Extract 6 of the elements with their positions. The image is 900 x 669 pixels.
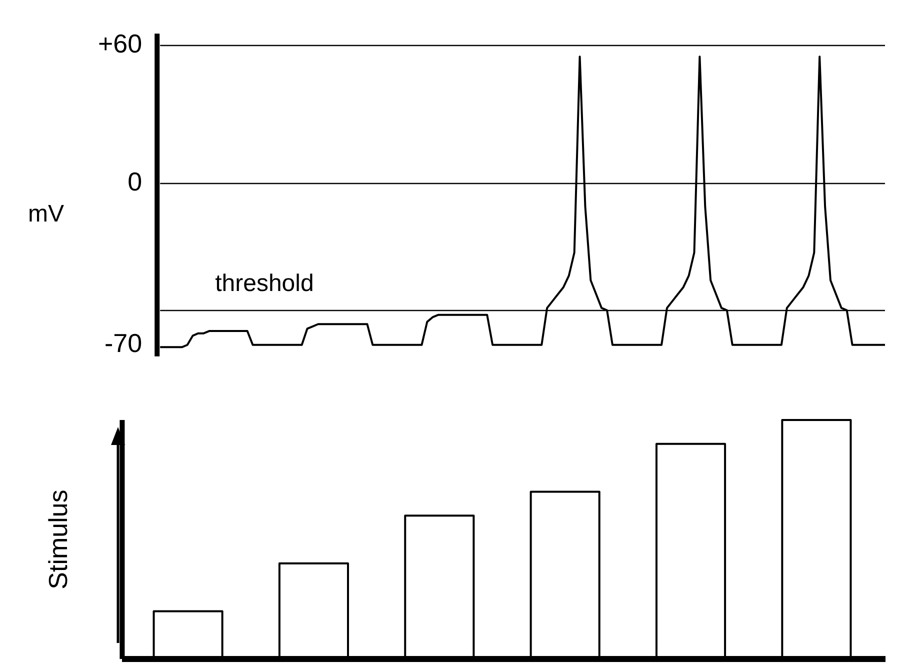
ref-line-label: threshold — [215, 270, 314, 298]
y-tick-label: -70 — [104, 328, 142, 358]
y-tick-label: +60 — [98, 28, 142, 58]
y-tick-label: 0 — [128, 166, 142, 197]
y-axis-title: Stimulus — [42, 490, 73, 590]
y-axis-title: mV — [28, 200, 64, 228]
